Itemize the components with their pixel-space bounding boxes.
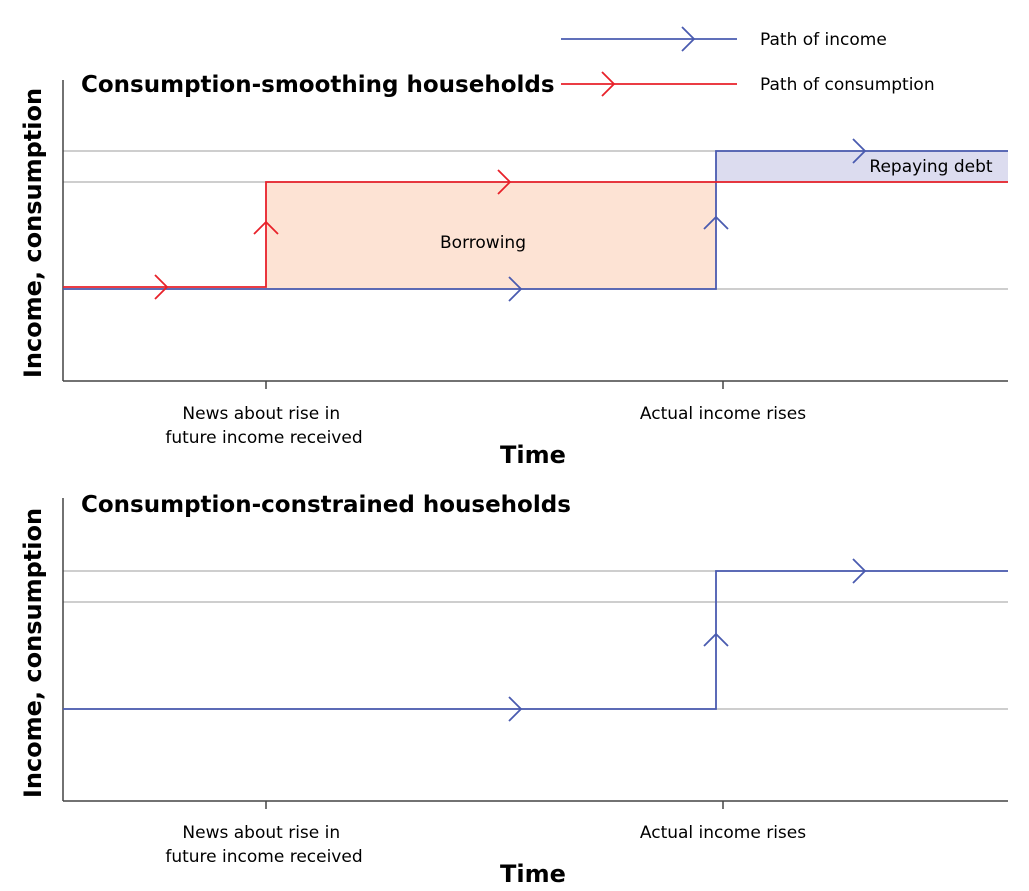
chart-title: Consumption-constrained households xyxy=(81,492,571,518)
x-axis-title: Time xyxy=(500,441,566,469)
consumption-arrow xyxy=(154,274,169,300)
consumption-arrow xyxy=(253,220,279,235)
x-tick-label-line: News about rise in xyxy=(182,404,340,424)
income-arrow xyxy=(703,632,729,647)
x-tick-label-news: News about rise in future income receive… xyxy=(165,823,362,867)
x-axis-title: Time xyxy=(500,860,566,888)
x-tick-label-line: future income received xyxy=(165,847,362,867)
x-tick-label-news: News about rise in future income receive… xyxy=(165,404,362,448)
legend-consumption-label: Path of consumption xyxy=(760,75,935,95)
x-tick-label-income-rises: Actual income rises xyxy=(640,823,806,843)
legend-consumption-arrow xyxy=(601,71,616,97)
income-arrow xyxy=(703,215,729,230)
y-axis-title: Income, consumption xyxy=(19,88,47,378)
repaying-debt-label: Repaying debt xyxy=(869,157,993,177)
x-tick-label-income-rises: Actual income rises xyxy=(640,404,806,424)
x-tick-label-line: News about rise in xyxy=(182,823,340,843)
consumption-arrow xyxy=(497,169,512,195)
income-path xyxy=(63,150,1008,290)
income-arrow xyxy=(852,558,867,584)
chart-title: Consumption-smoothing households xyxy=(81,72,555,98)
legend: Path of income Path of consumption xyxy=(561,26,935,97)
y-axis-title: Income, consumption xyxy=(19,508,47,798)
legend-income-arrow xyxy=(681,26,696,52)
income-path xyxy=(63,570,1008,710)
borrowing-area xyxy=(266,182,716,289)
consumption-path xyxy=(63,181,1008,288)
repaying-debt-area xyxy=(716,151,1008,182)
income-arrow xyxy=(852,138,867,164)
legend-income-label: Path of income xyxy=(760,30,887,50)
income-arrow xyxy=(508,696,523,722)
income-arrow xyxy=(508,276,523,302)
borrowing-label: Borrowing xyxy=(440,233,526,253)
chart-top: Consumption-smoothing households Borrowi… xyxy=(19,72,1008,469)
x-tick-label-line: future income received xyxy=(165,428,362,448)
chart-bottom: Consumption-constrained households News … xyxy=(19,492,1008,888)
